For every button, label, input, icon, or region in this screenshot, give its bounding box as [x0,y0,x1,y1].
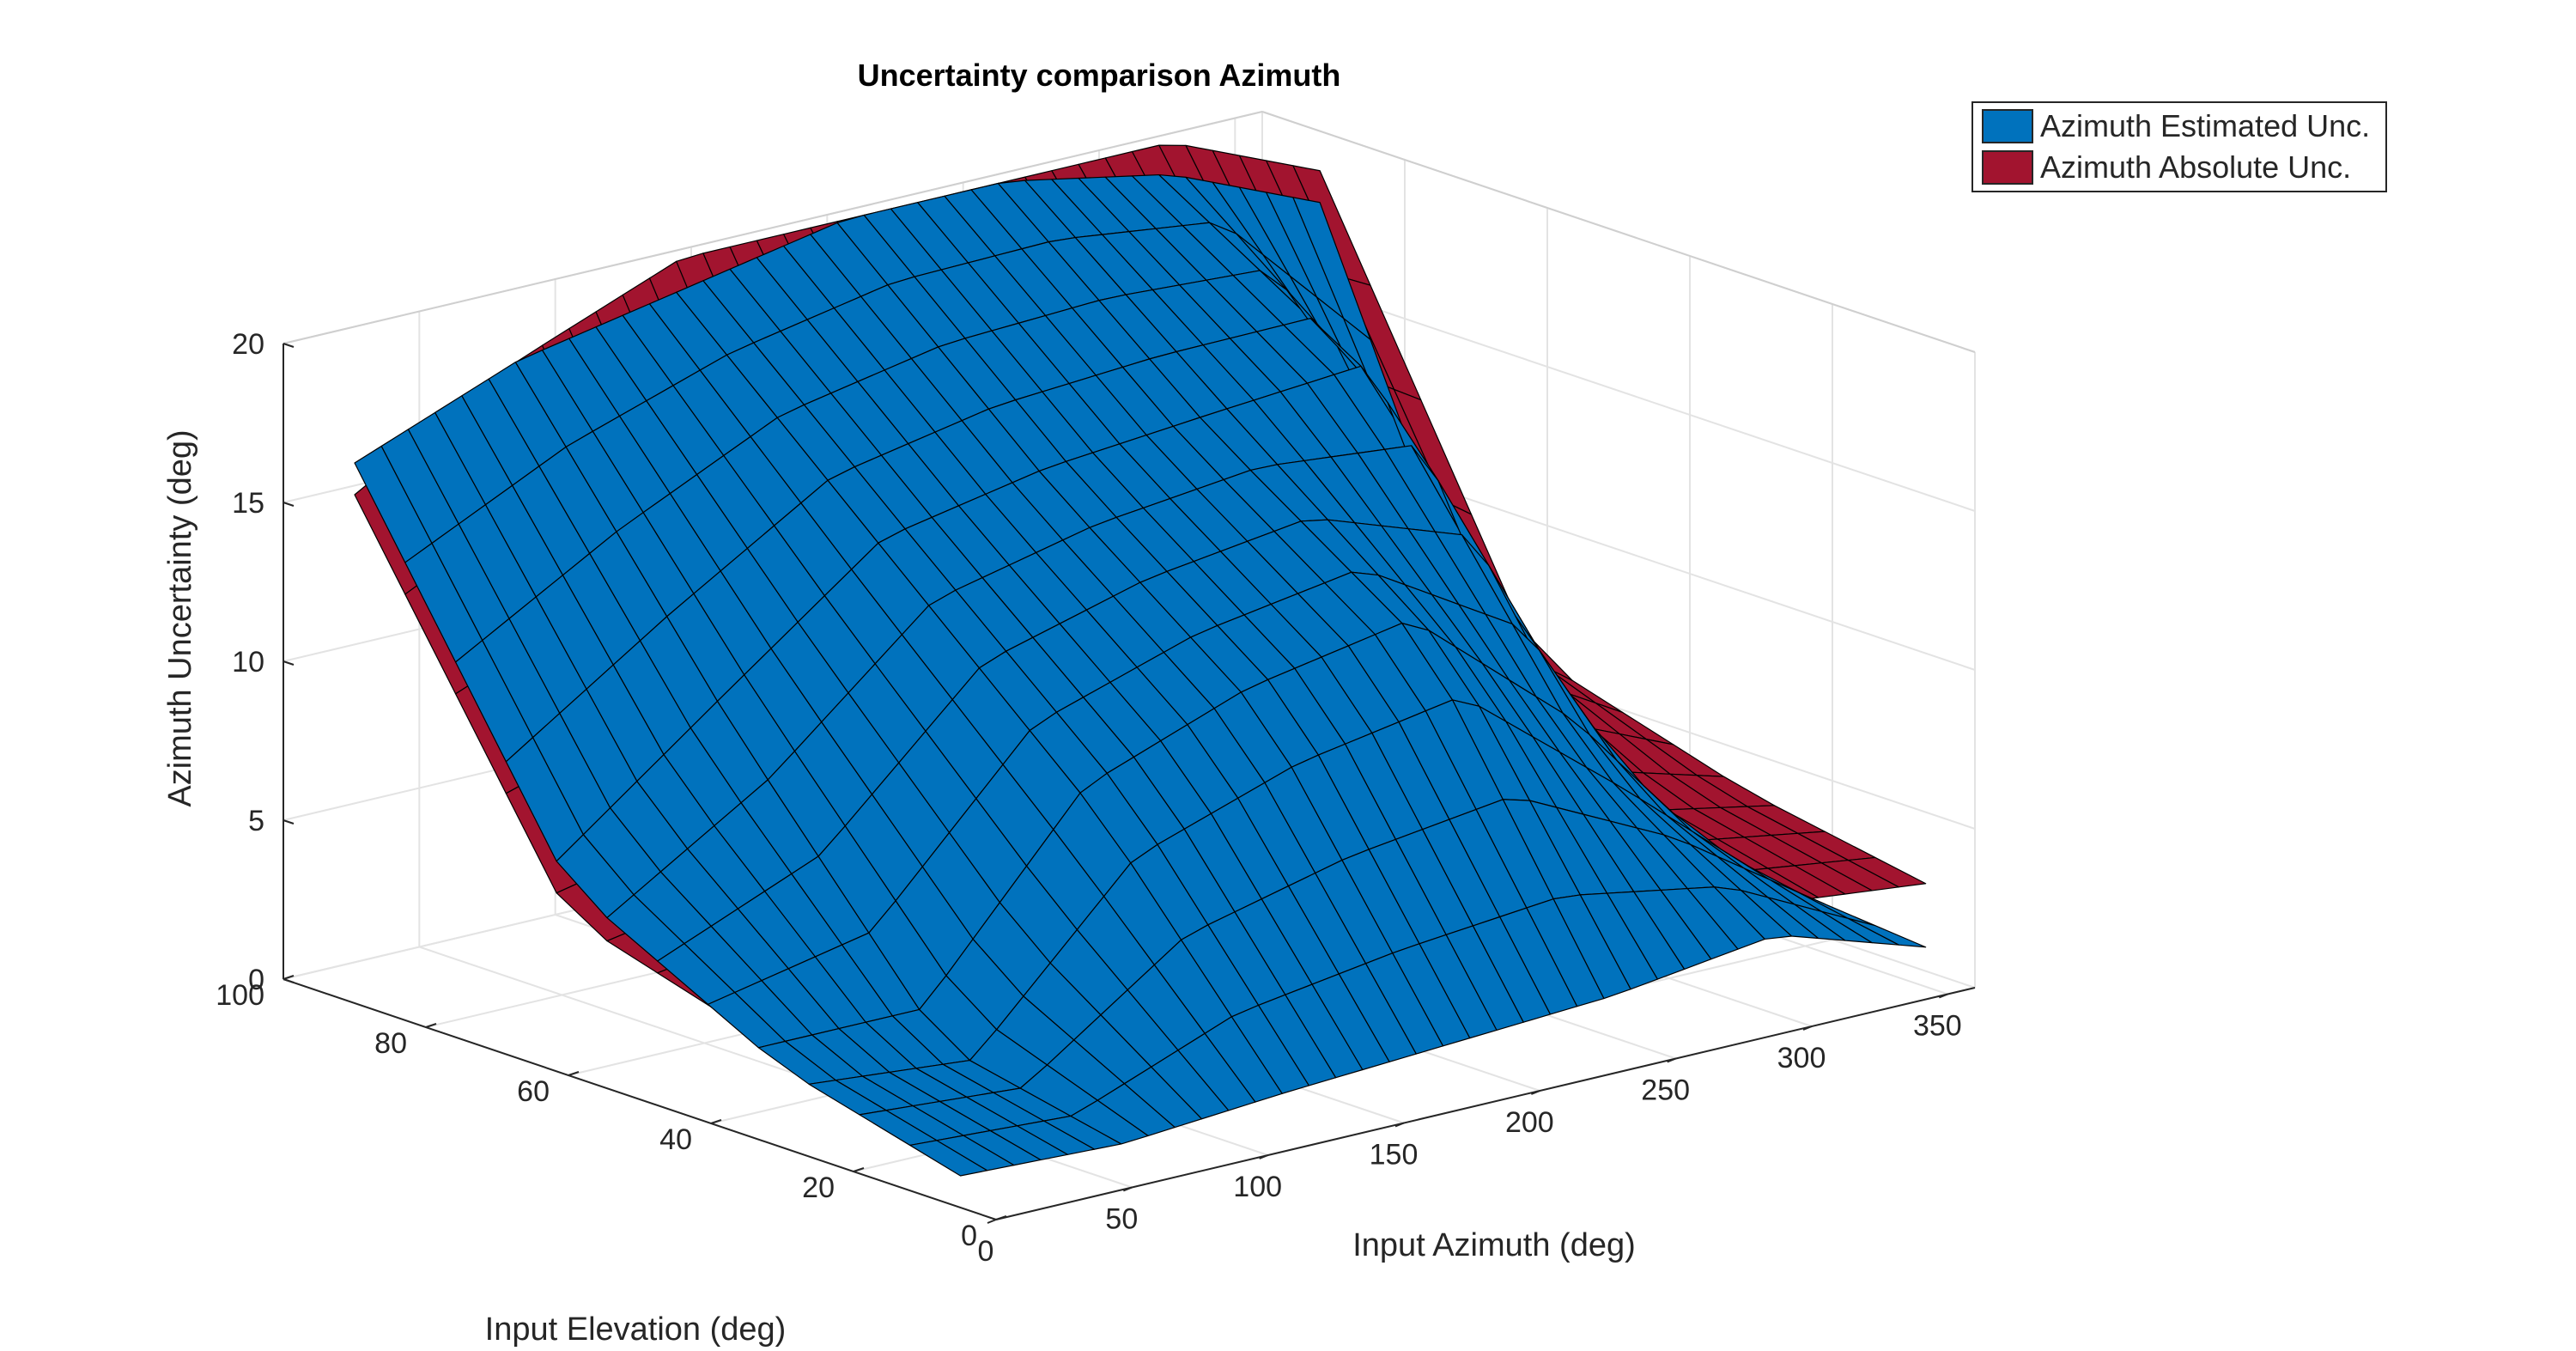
y-axis-line [283,978,997,1220]
x-tick-label: 300 [1777,1042,1826,1074]
x-tick-mark [1530,1090,1540,1095]
y-tick-mark [568,1071,580,1076]
z-tick-mark [283,502,295,507]
y-tick-mark [283,975,295,980]
surface-patch-absolute [1848,856,1927,888]
x-tick-mark [1802,1025,1813,1031]
legend-item-estimated[interactable]: Azimuth Estimated Unc. [1982,107,2370,145]
chart-title: Uncertainty comparison Azimuth [858,58,1341,93]
legend: Azimuth Estimated Unc. Azimuth Absolute … [1971,101,2387,192]
y-tick-label: 20 [802,1171,835,1204]
z-tick-label: 5 [248,805,264,837]
axes-tick-labels: 0501001502002503003500204060801000510152… [216,328,1961,1268]
legend-label-absolute: Azimuth Absolute Unc. [2040,149,2352,185]
surface-patch-estimated [1848,917,1927,948]
x-tick-label: 50 [1105,1203,1138,1236]
x-tick-label: 100 [1233,1171,1282,1203]
y-tick-label: 100 [216,979,264,1012]
legend-swatch-absolute [1982,150,2033,185]
y-tick-mark [995,1215,1007,1220]
z-tick-mark [283,819,295,825]
z-tick-mark [283,660,295,666]
legend-item-absolute[interactable]: Azimuth Absolute Unc. [1982,149,2351,186]
y-tick-label: 0 [961,1220,977,1252]
x-tick-mark [987,1219,997,1224]
y-axis-label: Input Elevation (deg) [485,1311,787,1348]
y-tick-label: 80 [374,1027,407,1060]
y-tick-label: 60 [517,1075,550,1108]
legend-label-estimated: Azimuth Estimated Unc. [2040,108,2371,143]
z-tick-label: 20 [232,328,264,361]
y-tick-label: 40 [659,1123,692,1156]
z-tick-mark [283,343,295,348]
box-edge-top-side [1261,111,1976,353]
z-tick-mark [283,978,295,983]
x-tick-label: 150 [1370,1139,1419,1171]
x-tick-mark [1394,1122,1405,1128]
z-axis-label: Azimuth Uncertainty (deg) [162,429,198,806]
surface-estimated-unc [354,173,1927,1177]
y-tick-mark [425,1023,437,1028]
axes-lines [283,343,1976,1224]
box-edge-top-back [283,111,1263,344]
z-tick-label: 15 [232,487,264,520]
x-tick-mark [1122,1186,1133,1192]
x-tick-label: 0 [978,1235,994,1268]
x-tick-label: 200 [1505,1106,1554,1139]
x-axis-label: Input Azimuth (deg) [1352,1227,1636,1263]
y-tick-mark [853,1167,865,1172]
x-tick-mark [1259,1154,1269,1159]
z-tick-label: 10 [232,646,264,679]
x-tick-mark [1938,993,1948,999]
y-tick-mark [710,1119,722,1124]
legend-swatch-estimated [1982,109,2033,143]
x-tick-mark [1667,1057,1677,1063]
x-tick-label: 250 [1641,1074,1690,1107]
x-tick-label: 350 [1913,1010,1962,1043]
z-tick-label: 0 [248,964,264,996]
